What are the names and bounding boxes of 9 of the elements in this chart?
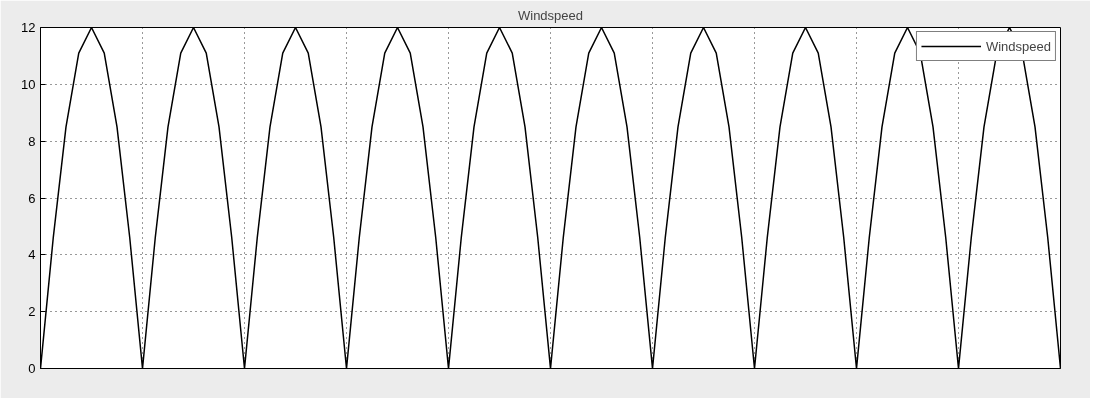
y-tick-label: 6	[28, 190, 36, 206]
y-tick-label: 8	[28, 133, 36, 149]
y-tick-label: 10	[21, 76, 36, 92]
y-tick-label: 0	[28, 361, 36, 376]
y-tick-label: 2	[28, 304, 36, 320]
y-tick-label: 4	[28, 247, 36, 263]
chart-title: Windspeed	[517, 7, 584, 23]
y-tick-label: 12	[21, 20, 36, 35]
legend-label: Windspeed	[985, 38, 1051, 54]
